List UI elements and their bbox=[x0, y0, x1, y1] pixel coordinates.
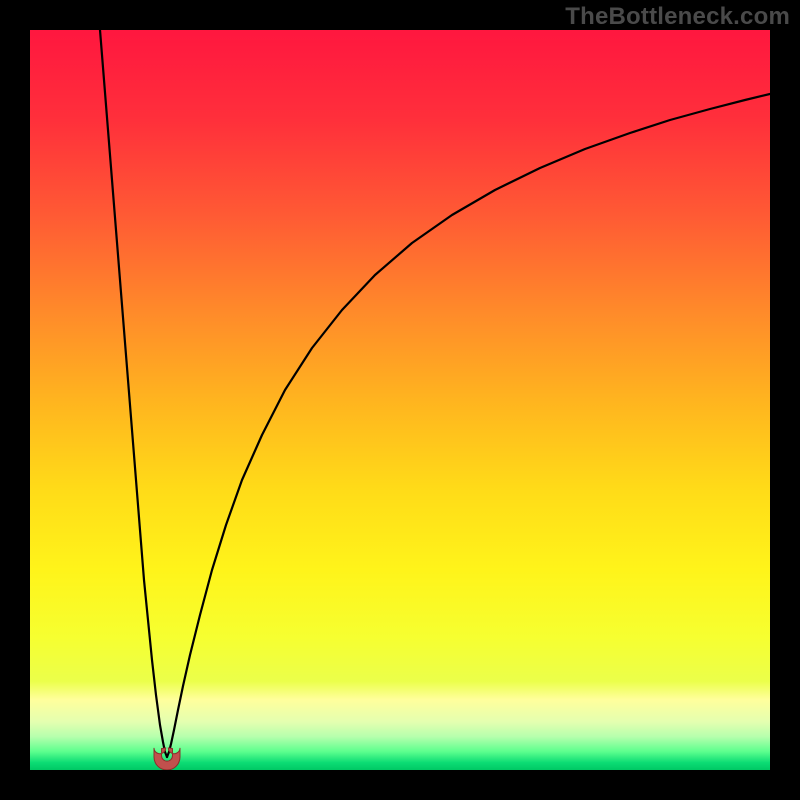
chart-stage: TheBottleneck.com bbox=[0, 0, 800, 800]
frame-bottom bbox=[0, 770, 800, 800]
gradient-background bbox=[30, 30, 770, 770]
chart-svg bbox=[30, 30, 770, 770]
frame-right bbox=[770, 0, 800, 800]
frame-left bbox=[0, 0, 30, 800]
watermark-text: TheBottleneck.com bbox=[565, 3, 790, 31]
plot-area bbox=[30, 30, 770, 770]
